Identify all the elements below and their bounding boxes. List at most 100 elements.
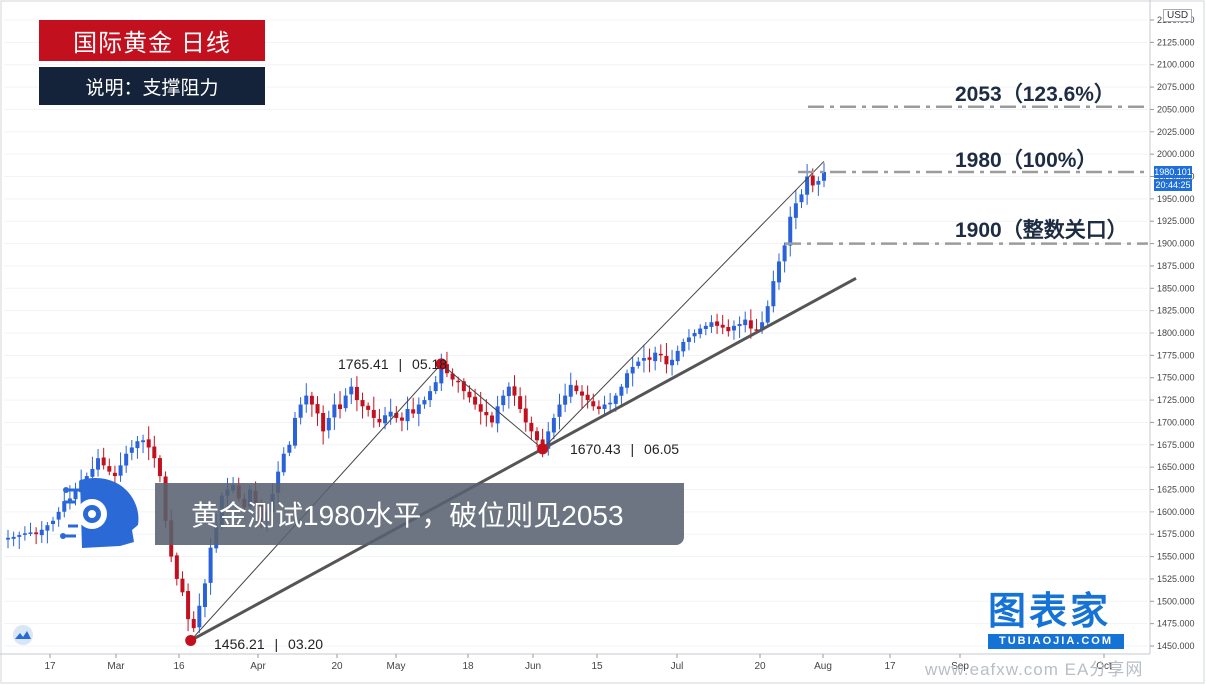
support-trendline <box>189 276 857 642</box>
x-tick-label: 20 <box>754 661 766 672</box>
candle-body <box>793 203 798 218</box>
candle-body <box>636 361 641 366</box>
candle-body <box>360 400 365 407</box>
last-price-tag: 1980.101 <box>1154 166 1192 178</box>
candle-body <box>737 324 742 327</box>
levels <box>785 105 1148 245</box>
candle-body <box>51 520 56 525</box>
candle-body <box>619 386 624 396</box>
candle-body <box>22 533 27 535</box>
candle-body <box>799 194 804 203</box>
candle-body <box>731 325 736 331</box>
pivot-dot <box>537 443 549 455</box>
y-tick-label: 1825.000 <box>1157 306 1195 316</box>
x-tick-label: Apr <box>250 661 266 672</box>
pivot-high-annotation: 1765.41 | 05.18 <box>338 356 448 372</box>
chart-title: 国际黄金 日线 <box>39 20 265 61</box>
x-tick-label: Oct <box>1096 661 1112 672</box>
candle-body <box>501 395 506 406</box>
candle-body <box>428 391 433 401</box>
candle-body <box>321 413 326 432</box>
candle-body <box>90 468 95 477</box>
candle-body <box>647 357 652 360</box>
candle-body <box>124 453 129 466</box>
level-label-2053: 2053（123.6%） <box>955 83 1115 106</box>
y-tick-label: 1800.000 <box>1157 328 1195 338</box>
x-tick-label: 16 <box>173 661 185 672</box>
candle-body <box>675 350 680 362</box>
candle-body <box>450 373 455 380</box>
candle-body <box>523 408 528 423</box>
y-tick-label: 1750.000 <box>1157 373 1195 383</box>
candle-body <box>326 417 331 431</box>
currency-badge[interactable]: USD <box>1163 9 1193 22</box>
candle-body <box>715 321 720 326</box>
candle-body <box>371 409 376 418</box>
y-tick-label: 2000.000 <box>1157 149 1195 159</box>
y-tick-label: 1575.000 <box>1157 529 1195 539</box>
x-axis-ticks: 17 Mar 16 Apr 20 May 18 Jun 15 Jul 20 Aug 17 Sep Oct <box>44 654 1112 672</box>
candle-body <box>765 306 770 323</box>
y-tick-label: 2100.000 <box>1157 60 1195 70</box>
candle-body <box>771 281 776 307</box>
candle-body <box>816 180 821 185</box>
pivot-high-date: 05.18 <box>412 356 448 372</box>
candle-body <box>377 418 382 423</box>
y-tick-label: 1500.000 <box>1157 596 1195 606</box>
candle-body <box>366 405 371 410</box>
candle-body <box>776 261 781 283</box>
y-tick-label: 1600.000 <box>1157 507 1195 517</box>
candle-body <box>197 605 202 628</box>
candle-body <box>692 333 697 337</box>
pivot-low-date: 03.20 <box>288 636 324 652</box>
candle-body <box>439 364 444 384</box>
candle-body <box>546 431 551 449</box>
candle-body <box>6 537 10 540</box>
brand-logo: 图表家 TUBIAOJIA.COM <box>988 592 1128 649</box>
candle-body <box>354 386 359 401</box>
y-tick-label: 2075.000 <box>1157 82 1195 92</box>
y-tick-label: 2050.000 <box>1157 104 1195 114</box>
candle-body <box>698 328 703 335</box>
candle-body <box>456 380 461 383</box>
candle-body <box>73 491 78 500</box>
candle-body <box>512 386 517 396</box>
candle-body <box>315 404 320 414</box>
candle-body <box>11 536 16 539</box>
candle-body <box>84 476 89 481</box>
candle-body <box>304 395 309 405</box>
candle-body <box>534 431 539 441</box>
candle-body <box>180 578 185 593</box>
candle-body <box>686 337 691 342</box>
y-axis-ticks: 1450.000 1475.000 1500.000 1525.000 1550.000… <box>1150 15 1195 651</box>
brand-url: TUBIAOJIA.COM <box>988 634 1124 649</box>
candle-body <box>17 535 22 537</box>
pivot-mid-date: 06.05 <box>644 441 680 457</box>
candles <box>6 162 826 633</box>
candle-body <box>383 415 388 424</box>
x-tick-label: Jun <box>525 661 541 672</box>
y-tick-label: 1675.000 <box>1157 440 1195 450</box>
tradingview-logo-icon[interactable] <box>9 625 37 645</box>
pivot-mid-annotation: 1670.43 | 06.05 <box>570 441 680 457</box>
x-tick-label: 17 <box>884 661 896 672</box>
candle-body <box>585 394 590 401</box>
zigzag-leg-2 <box>441 363 543 450</box>
y-tick-label: 1775.000 <box>1157 350 1195 360</box>
candle-body <box>287 444 292 453</box>
candle-body <box>461 381 466 392</box>
watermark: www.eafxw.com EA分享网 <box>925 660 1144 679</box>
candle-body <box>388 411 393 417</box>
y-tick-label: 1725.000 <box>1157 395 1195 405</box>
pivot-low-annotation: 1456.21 | 03.20 <box>214 636 324 652</box>
candle-body <box>529 422 534 432</box>
y-tick-label: 1550.000 <box>1157 552 1195 562</box>
x-tick-label: Aug <box>814 661 832 672</box>
y-tick-label: 1450.000 <box>1157 641 1195 651</box>
candle-body <box>489 415 494 423</box>
y-tick-label: 1525.000 <box>1157 574 1195 584</box>
x-tick-label: Mar <box>107 661 125 672</box>
pivot-mid-price: 1670.43 <box>570 441 621 457</box>
candle-body <box>186 591 191 620</box>
x-tick-label: 15 <box>591 661 603 672</box>
